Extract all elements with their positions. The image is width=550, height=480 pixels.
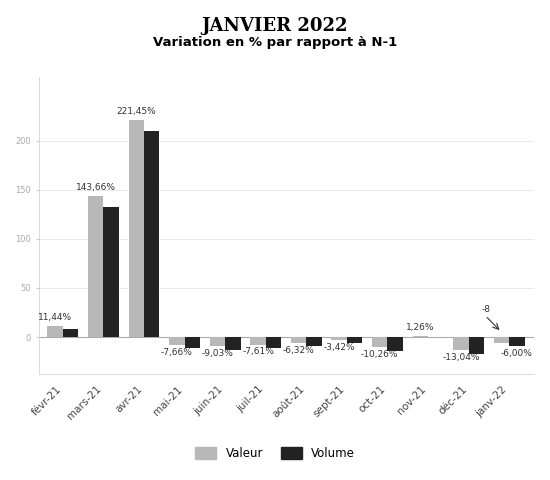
Bar bbox=[494, 337, 509, 343]
Bar bbox=[210, 337, 225, 346]
Bar bbox=[225, 337, 240, 350]
Bar bbox=[47, 326, 63, 337]
Bar bbox=[347, 337, 362, 344]
Text: Variation en % par rapport à N-1: Variation en % par rapport à N-1 bbox=[153, 36, 397, 49]
Bar bbox=[332, 337, 347, 340]
Bar bbox=[88, 196, 103, 337]
Bar bbox=[103, 207, 119, 337]
Text: -3,42%: -3,42% bbox=[323, 343, 355, 352]
Legend: Valeur, Volume: Valeur, Volume bbox=[190, 443, 360, 465]
Bar bbox=[509, 337, 525, 347]
Text: -7,66%: -7,66% bbox=[161, 348, 193, 357]
Text: -13,04%: -13,04% bbox=[442, 353, 480, 362]
Text: JANVIER 2022: JANVIER 2022 bbox=[202, 17, 348, 35]
Text: 221,45%: 221,45% bbox=[117, 107, 156, 116]
Bar bbox=[291, 337, 306, 343]
Bar bbox=[453, 337, 469, 350]
Bar bbox=[412, 336, 428, 337]
Text: -6,32%: -6,32% bbox=[283, 346, 315, 355]
Text: 1,26%: 1,26% bbox=[406, 323, 434, 332]
Text: -7,61%: -7,61% bbox=[242, 348, 274, 357]
Bar bbox=[387, 337, 403, 351]
Text: 143,66%: 143,66% bbox=[76, 183, 116, 192]
Text: -9,03%: -9,03% bbox=[201, 349, 233, 358]
Text: -6,00%: -6,00% bbox=[501, 349, 533, 359]
Bar bbox=[372, 337, 387, 347]
Bar bbox=[250, 337, 266, 345]
Text: -10,26%: -10,26% bbox=[361, 350, 399, 359]
Text: -8: -8 bbox=[482, 304, 491, 313]
Bar bbox=[144, 131, 159, 337]
Bar bbox=[306, 337, 322, 347]
Bar bbox=[469, 337, 484, 354]
Bar bbox=[185, 337, 200, 348]
Bar bbox=[129, 120, 144, 337]
Bar bbox=[169, 337, 185, 345]
Text: 11,44%: 11,44% bbox=[38, 313, 72, 322]
Bar bbox=[266, 337, 281, 348]
Bar bbox=[63, 329, 78, 337]
